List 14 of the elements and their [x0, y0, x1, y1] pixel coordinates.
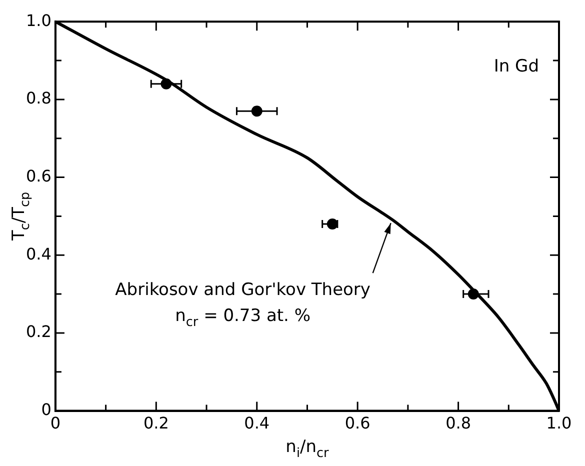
- annotation: In Gd: [494, 56, 539, 77]
- y-tick-label: 0: [41, 400, 52, 419]
- y-tick-label: 0.4: [26, 244, 52, 264]
- annotation: Abrikosov and Gor'kov Theory: [115, 280, 370, 300]
- y-axis-title: Tc/Tcp: [9, 192, 34, 242]
- x-tick-label: 0.4: [244, 414, 270, 433]
- y-tick-label: 0.6: [26, 166, 52, 186]
- x-tick-label: 0.8: [446, 414, 472, 433]
- y-tick-label: 0.2: [26, 322, 52, 342]
- x-tick-label: 1.0: [546, 414, 572, 433]
- y-tick-label: 0.8: [26, 88, 52, 108]
- x-tick-label: 0.6: [344, 414, 370, 433]
- x-tick-label: 0.2: [143, 414, 169, 433]
- y-tick-label: 1.0: [26, 10, 52, 30]
